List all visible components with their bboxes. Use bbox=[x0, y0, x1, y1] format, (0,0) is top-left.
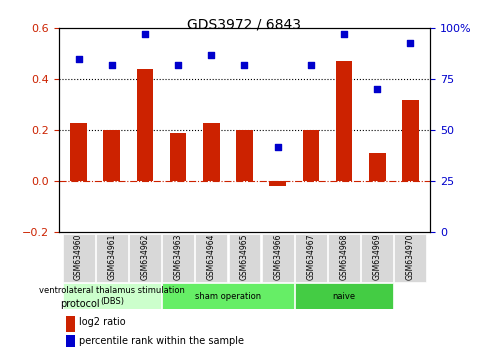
Bar bbox=[70, 122, 87, 181]
FancyBboxPatch shape bbox=[195, 234, 227, 282]
Point bbox=[372, 87, 380, 92]
Bar bbox=[203, 122, 219, 181]
Text: protocol: protocol bbox=[60, 299, 100, 309]
Text: naive: naive bbox=[332, 292, 355, 301]
Text: GSM634960: GSM634960 bbox=[74, 234, 83, 280]
Point bbox=[406, 40, 413, 45]
Bar bbox=[236, 130, 252, 181]
Point bbox=[273, 144, 281, 149]
Text: sham operation: sham operation bbox=[194, 292, 261, 301]
FancyBboxPatch shape bbox=[62, 234, 94, 282]
Text: GSM634967: GSM634967 bbox=[306, 234, 315, 280]
FancyBboxPatch shape bbox=[228, 234, 260, 282]
Text: GSM634961: GSM634961 bbox=[107, 234, 116, 280]
Text: GSM634963: GSM634963 bbox=[173, 234, 182, 280]
FancyBboxPatch shape bbox=[327, 234, 359, 282]
Text: GSM634964: GSM634964 bbox=[206, 234, 215, 280]
Point bbox=[207, 52, 215, 58]
FancyBboxPatch shape bbox=[96, 234, 127, 282]
Point bbox=[75, 56, 82, 62]
FancyBboxPatch shape bbox=[261, 234, 293, 282]
Text: GSM634965: GSM634965 bbox=[240, 234, 248, 280]
Point bbox=[340, 32, 347, 37]
Text: GSM634966: GSM634966 bbox=[273, 234, 282, 280]
Point bbox=[240, 62, 248, 68]
Point bbox=[174, 62, 182, 68]
Text: percentile rank within the sample: percentile rank within the sample bbox=[79, 336, 244, 346]
Point bbox=[306, 62, 314, 68]
Bar bbox=[66, 336, 75, 351]
Bar bbox=[66, 316, 75, 332]
FancyBboxPatch shape bbox=[294, 234, 326, 282]
FancyBboxPatch shape bbox=[129, 234, 161, 282]
Bar bbox=[335, 62, 352, 181]
Text: GSM634962: GSM634962 bbox=[140, 234, 149, 280]
FancyBboxPatch shape bbox=[162, 284, 293, 309]
Text: GSM634968: GSM634968 bbox=[339, 234, 348, 280]
Bar bbox=[368, 153, 385, 181]
Bar bbox=[269, 181, 285, 186]
Bar bbox=[302, 130, 319, 181]
Bar bbox=[401, 100, 418, 181]
Point bbox=[108, 62, 116, 68]
FancyBboxPatch shape bbox=[294, 284, 392, 309]
FancyBboxPatch shape bbox=[394, 234, 426, 282]
Text: ventrolateral thalamus stimulation
(DBS): ventrolateral thalamus stimulation (DBS) bbox=[39, 286, 184, 306]
Text: GDS3972 / 6843: GDS3972 / 6843 bbox=[187, 18, 301, 32]
FancyBboxPatch shape bbox=[361, 234, 392, 282]
FancyBboxPatch shape bbox=[162, 234, 194, 282]
Text: GSM634969: GSM634969 bbox=[372, 234, 381, 280]
Point bbox=[141, 32, 148, 37]
Text: GSM634970: GSM634970 bbox=[405, 234, 414, 280]
FancyBboxPatch shape bbox=[62, 284, 161, 309]
Bar bbox=[103, 130, 120, 181]
Bar bbox=[136, 69, 153, 181]
Text: log2 ratio: log2 ratio bbox=[79, 317, 125, 327]
Bar bbox=[169, 133, 186, 181]
